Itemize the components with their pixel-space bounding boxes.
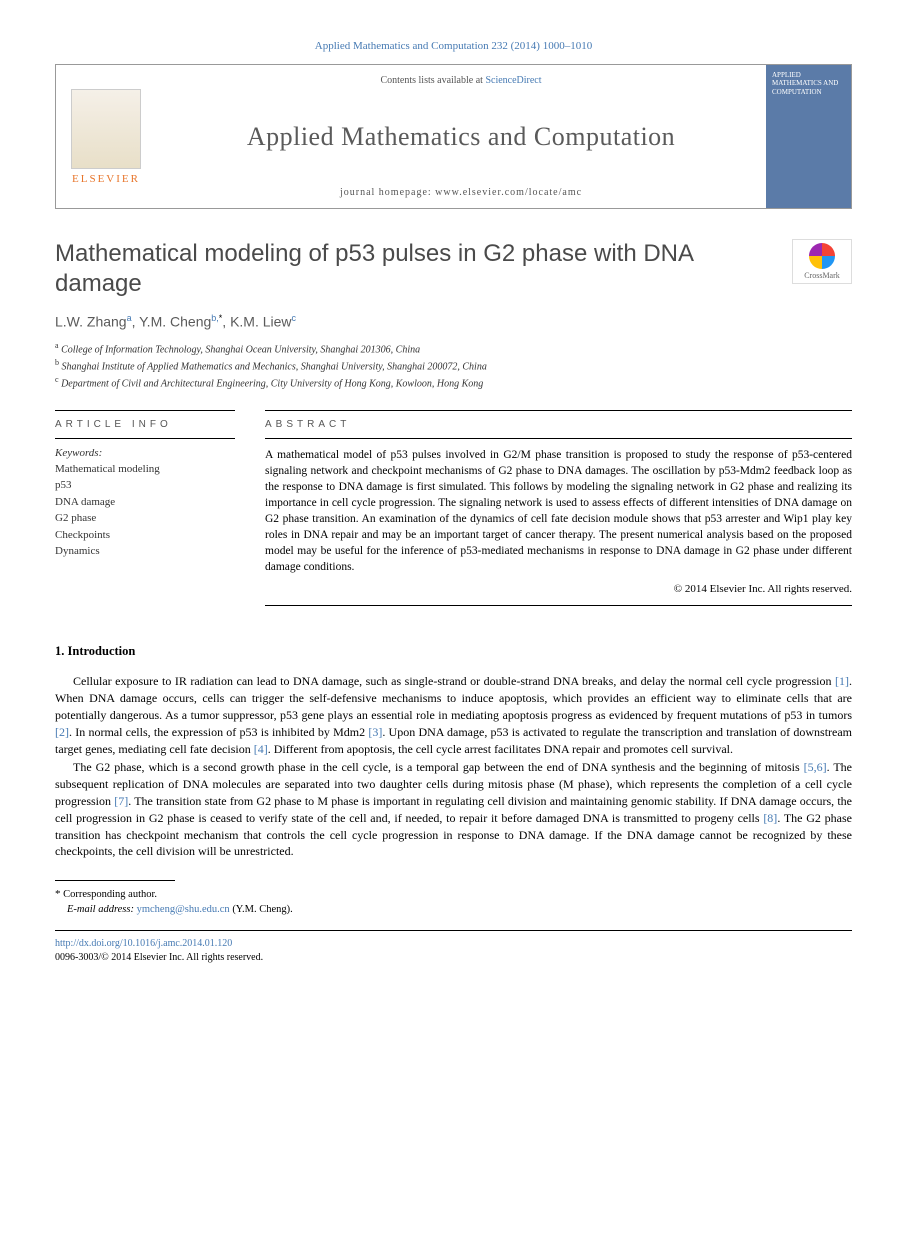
authors-line: L.W. Zhanga, Y.M. Chengb,*, K.M. Liewc [55, 313, 852, 330]
doi-footer: http://dx.doi.org/10.1016/j.amc.2014.01.… [55, 930, 852, 965]
author-1: L.W. Zhang [55, 314, 127, 330]
journal-name: Applied Mathematics and Computation [247, 122, 675, 152]
intro-heading: 1. Introduction [55, 644, 852, 659]
journal-cover-thumb: APPLIED MATHEMATICS AND COMPUTATION [766, 65, 851, 208]
email-suffix: (Y.M. Cheng). [230, 904, 293, 915]
article-title: Mathematical modeling of p53 pulses in G… [55, 239, 772, 299]
ref-link[interactable]: [8] [763, 811, 777, 825]
article-info-label: ARTICLE INFO [55, 419, 235, 430]
keyword: G2 phase [55, 510, 235, 527]
affiliations: a College of Information Technology, Sha… [55, 340, 852, 392]
email-label: E-mail address: [67, 904, 137, 915]
header-center: Contents lists available at ScienceDirec… [156, 65, 766, 208]
ref-link[interactable]: [4] [254, 742, 268, 756]
author-2-star: * [219, 313, 223, 323]
keyword: Dynamics [55, 543, 235, 560]
affiliation-a: a College of Information Technology, Sha… [55, 340, 852, 357]
ref-link[interactable]: [5,6] [804, 760, 827, 774]
elsevier-label: ELSEVIER [72, 173, 140, 185]
homepage-prefix: journal homepage: [340, 187, 435, 198]
homepage-url[interactable]: www.elsevier.com/locate/amc [435, 187, 582, 198]
article-info-column: ARTICLE INFO Keywords: Mathematical mode… [55, 410, 235, 615]
author-2: Y.M. Cheng [139, 314, 211, 330]
author-1-sup: a [127, 313, 132, 323]
corresponding-author: * Corresponding author. E-mail address: … [55, 887, 852, 917]
email-link[interactable]: ymcheng@shu.edu.cn [137, 904, 230, 915]
crossmark-icon [809, 243, 835, 269]
affiliation-c: c Department of Civil and Architectural … [55, 374, 852, 391]
affiliation-b: b Shanghai Institute of Applied Mathemat… [55, 357, 852, 374]
abstract-copyright: © 2014 Elsevier Inc. All rights reserved… [265, 583, 852, 595]
citation-line: Applied Mathematics and Computation 232 … [55, 40, 852, 52]
cover-title: APPLIED MATHEMATICS AND COMPUTATION [772, 71, 845, 96]
intro-para-1: Cellular exposure to IR radiation can le… [55, 673, 852, 757]
crossmark-label: CrossMark [804, 271, 840, 280]
contents-available: Contents lists available at ScienceDirec… [380, 75, 541, 86]
journal-header: ELSEVIER Contents lists available at Sci… [55, 64, 852, 209]
elsevier-tree-icon [71, 89, 141, 169]
contents-prefix: Contents lists available at [380, 75, 485, 86]
author-3-sup: c [292, 313, 297, 323]
abstract-label: ABSTRACT [265, 419, 852, 430]
abstract-column: ABSTRACT A mathematical model of p53 pul… [265, 410, 852, 615]
keyword: DNA damage [55, 494, 235, 511]
issn-copyright: 0096-3003/© 2014 Elsevier Inc. All right… [55, 951, 852, 965]
keywords-list: Mathematical modeling p53 DNA damage G2 … [55, 461, 235, 560]
keyword: Mathematical modeling [55, 461, 235, 478]
doi-link[interactable]: http://dx.doi.org/10.1016/j.amc.2014.01.… [55, 938, 232, 949]
ref-link[interactable]: [7] [114, 794, 128, 808]
ref-link[interactable]: [3] [368, 725, 382, 739]
keyword: Checkpoints [55, 527, 235, 544]
intro-para-2: The G2 phase, which is a second growth p… [55, 759, 852, 860]
elsevier-logo: ELSEVIER [56, 65, 156, 208]
corresponding-label: Corresponding author. [61, 889, 158, 900]
homepage-line: journal homepage: www.elsevier.com/locat… [340, 187, 582, 198]
ref-link[interactable]: [1] [835, 674, 849, 688]
abstract-text: A mathematical model of p53 pulses invol… [265, 447, 852, 576]
keywords-label: Keywords: [55, 447, 235, 459]
author-2-sup: b, [211, 313, 219, 323]
author-3: K.M. Liew [230, 314, 291, 330]
crossmark-badge[interactable]: CrossMark [792, 239, 852, 284]
ref-link[interactable]: [2] [55, 725, 69, 739]
keyword: p53 [55, 477, 235, 494]
sciencedirect-link[interactable]: ScienceDirect [485, 75, 541, 86]
